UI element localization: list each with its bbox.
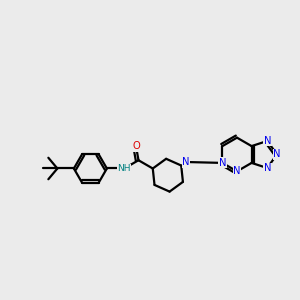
Text: N: N (273, 149, 281, 159)
Text: O: O (132, 141, 140, 152)
Text: N: N (182, 157, 190, 167)
Text: NH: NH (117, 164, 131, 173)
Text: N: N (233, 166, 241, 176)
Text: N: N (219, 158, 226, 168)
Text: N: N (263, 163, 271, 173)
Text: N: N (263, 136, 271, 146)
